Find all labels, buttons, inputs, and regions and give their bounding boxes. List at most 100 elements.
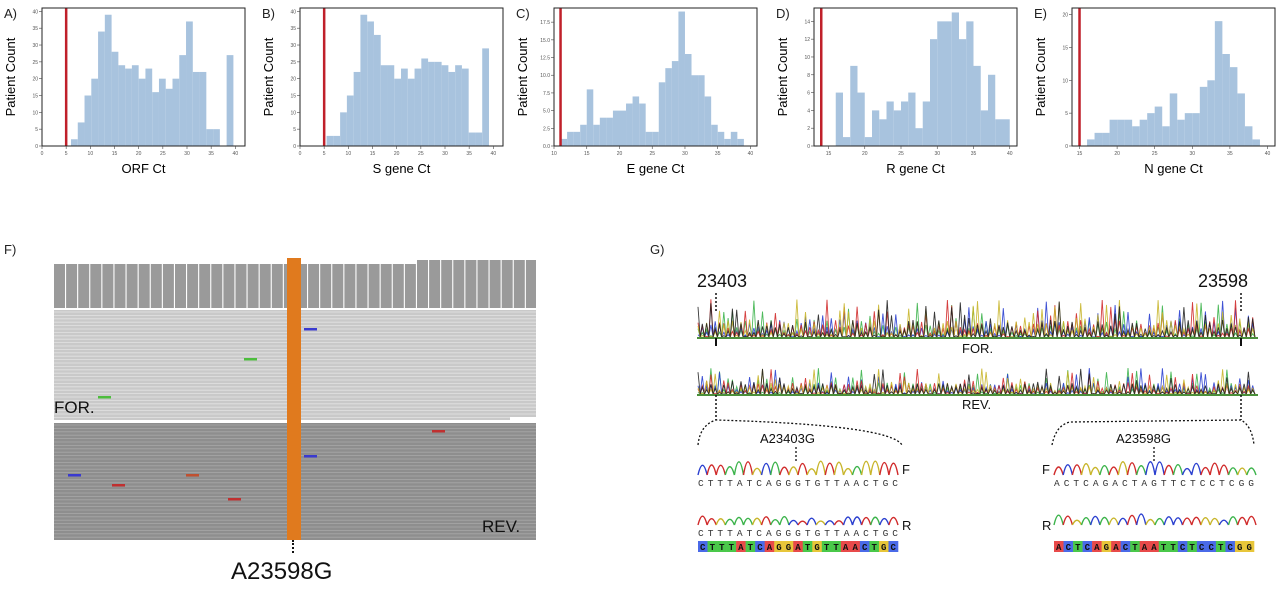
coverage-bar — [150, 264, 162, 308]
histogram-bar — [1124, 119, 1133, 146]
histogram-bar — [84, 95, 92, 146]
peak — [1246, 467, 1257, 476]
reverse-reads-label: REV. — [482, 517, 521, 536]
coverage-bar — [368, 264, 380, 308]
histogram-bar — [886, 101, 894, 146]
reference-base: A — [1142, 543, 1148, 553]
peak — [870, 460, 881, 476]
reference-base-cell — [1196, 541, 1207, 552]
x-tick-label: 40 — [233, 151, 239, 157]
histogram-bar — [226, 55, 234, 147]
histogram-bar — [1192, 113, 1200, 146]
reference-base: G — [881, 543, 886, 553]
panel-letter-e: E) — [1034, 6, 1047, 21]
coverage-bar — [332, 264, 344, 308]
x-tick-label: 40 — [1265, 151, 1271, 157]
histogram-bar — [959, 39, 967, 147]
reference-base: T — [833, 543, 839, 553]
y-tick-label: 5.0 — [543, 109, 550, 115]
mismatch-mark — [304, 328, 317, 331]
histogram-bar — [711, 124, 718, 146]
y-tick-label: 12.5 — [540, 56, 550, 62]
reference-base-cell — [1158, 541, 1169, 552]
peak — [806, 468, 817, 476]
peak — [1135, 465, 1147, 476]
histogram-bar — [340, 112, 347, 146]
coverage-bar — [453, 260, 465, 308]
peak — [824, 462, 836, 476]
y-tick-label: 20 — [290, 77, 296, 83]
chromatogram-panel: 23403 23598 FOR. REV. A23403G A23598G F … — [697, 271, 1258, 553]
histogram-1: 0 5 10 15 20 25 30 35 40 0 5 10 15 20 25 30 35 40 S gene C… — [258, 0, 508, 195]
histogram-bar — [966, 21, 974, 146]
coverage-bar — [356, 264, 368, 308]
peak — [760, 462, 772, 476]
start-position: 23403 — [697, 271, 747, 291]
histogram-bar — [872, 110, 880, 146]
histogram-bar — [1087, 139, 1095, 146]
histogram-bar — [1117, 119, 1125, 146]
peak — [724, 466, 736, 476]
y-tick-label: 4 — [807, 108, 810, 114]
reference-base-cell — [878, 541, 889, 552]
panel-letter-c: C) — [516, 6, 530, 21]
histogram-bar — [573, 131, 581, 146]
peak — [1218, 519, 1230, 526]
histogram-bar — [475, 132, 483, 146]
reference-base-cell — [1063, 541, 1074, 552]
peak — [851, 516, 863, 526]
peak — [860, 460, 872, 476]
y-tick-label: 15 — [290, 94, 296, 100]
peak — [842, 467, 854, 476]
histogram-bar — [645, 131, 653, 146]
histogram-bar — [879, 119, 887, 146]
peak — [1200, 466, 1211, 476]
x-tick-label: 25 — [1152, 151, 1158, 157]
reference-base-cell — [726, 541, 737, 552]
peak — [1126, 462, 1138, 476]
reference-base-cell — [1082, 541, 1093, 552]
histogram-bar — [593, 124, 600, 146]
peak — [1080, 463, 1092, 476]
reference-base: A — [795, 543, 801, 553]
histogram-bar — [632, 96, 640, 146]
reference-base-cell — [850, 541, 861, 552]
x-tick-label: 15 — [370, 151, 376, 157]
mismatch-mark — [304, 455, 317, 458]
coverage-bar — [126, 264, 138, 308]
histogram-bar — [1177, 119, 1185, 146]
x-tick-label: 35 — [715, 151, 721, 157]
histogram-bar — [639, 103, 646, 146]
histogram-bar — [461, 68, 469, 146]
read-alignment-view — [54, 258, 536, 540]
reference-base-cell — [755, 541, 765, 552]
y-axis-label: Patient Count — [515, 37, 530, 116]
histogram-svg: 15 20 25 30 35 40 0 2 4 6 8 10 12 14 R gene Ct Patient … — [775, 7, 1018, 176]
x-tick-label: 15 — [584, 151, 590, 157]
y-tick-label: 10 — [290, 110, 296, 116]
reference-base: A — [1056, 543, 1062, 553]
x-tick-label: 10 — [551, 151, 557, 157]
reference-base-cell — [821, 541, 832, 552]
histogram-bar — [1154, 106, 1163, 146]
mismatch-mark — [228, 498, 241, 501]
left-reverse-sequence: CTTTATCAGGGTGTTAACTGC — [698, 528, 898, 539]
histogram-bar — [995, 119, 1003, 146]
histogram-bar — [915, 128, 923, 146]
coverage-bar — [392, 264, 404, 308]
x-tick-label: 40 — [748, 151, 754, 157]
coverage-bar — [199, 264, 211, 308]
histogram-bar — [158, 78, 166, 146]
reference-base-cell — [1111, 541, 1121, 552]
histogram-bar — [441, 65, 449, 146]
coverage-bar — [162, 264, 174, 308]
reference-base: T — [1132, 543, 1138, 553]
histogram-bar — [599, 117, 607, 146]
histogram-bar — [1207, 80, 1215, 146]
reference-base-cell — [1073, 541, 1083, 552]
histogram-bar — [857, 92, 865, 146]
coverage-bar — [296, 264, 307, 308]
histogram-bar — [152, 92, 159, 146]
reference-base: G — [1247, 543, 1252, 553]
